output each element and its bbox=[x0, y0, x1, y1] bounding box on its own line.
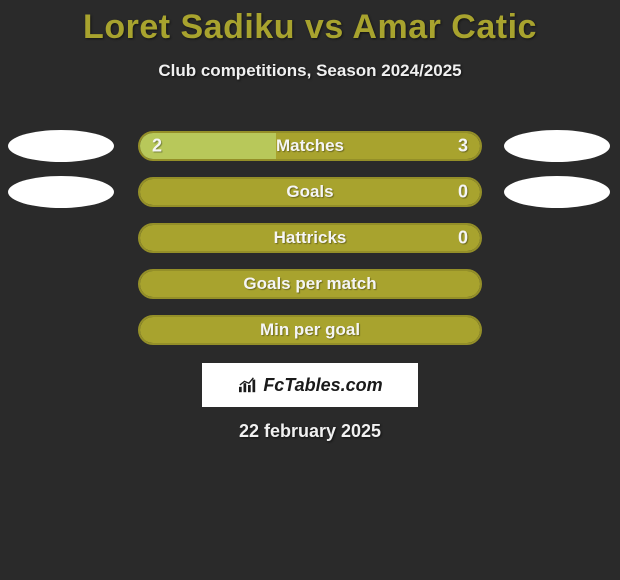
stat-row: Min per goal bbox=[0, 307, 620, 353]
stat-row: Matches 2 3 bbox=[0, 123, 620, 169]
stat-bar: Matches 2 3 bbox=[138, 131, 482, 161]
stat-bar: Goals 0 bbox=[138, 177, 482, 207]
player-avatar-right bbox=[504, 176, 610, 208]
logo-text: FcTables.com bbox=[263, 375, 382, 396]
player-avatar-left bbox=[8, 176, 114, 208]
stat-value-right: 0 bbox=[458, 182, 468, 203]
stat-value-right: 0 bbox=[458, 228, 468, 249]
stat-label: Goals bbox=[286, 182, 333, 202]
stat-rows: Matches 2 3 Goals 0 Hattricks 0 Goals per match… bbox=[0, 123, 620, 353]
comparison-date: 22 february 2025 bbox=[0, 421, 620, 442]
player-avatar-right bbox=[504, 130, 610, 162]
stat-label: Min per goal bbox=[260, 320, 360, 340]
bar-chart-icon bbox=[237, 376, 259, 394]
stat-label: Hattricks bbox=[274, 228, 347, 248]
player-avatar-left bbox=[8, 130, 114, 162]
stat-row: Goals 0 bbox=[0, 169, 620, 215]
stat-bar: Goals per match bbox=[138, 269, 482, 299]
stat-value-left: 2 bbox=[152, 136, 162, 157]
logo-box: FcTables.com bbox=[202, 363, 418, 407]
stat-label: Goals per match bbox=[243, 274, 376, 294]
stat-bar: Min per goal bbox=[138, 315, 482, 345]
stat-label: Matches bbox=[276, 136, 344, 156]
comparison-title: Loret Sadiku vs Amar Catic bbox=[0, 0, 620, 47]
comparison-subtitle: Club competitions, Season 2024/2025 bbox=[0, 61, 620, 81]
stat-row: Goals per match bbox=[0, 261, 620, 307]
stat-bar: Hattricks 0 bbox=[138, 223, 482, 253]
stat-value-right: 3 bbox=[458, 136, 468, 157]
stat-row: Hattricks 0 bbox=[0, 215, 620, 261]
